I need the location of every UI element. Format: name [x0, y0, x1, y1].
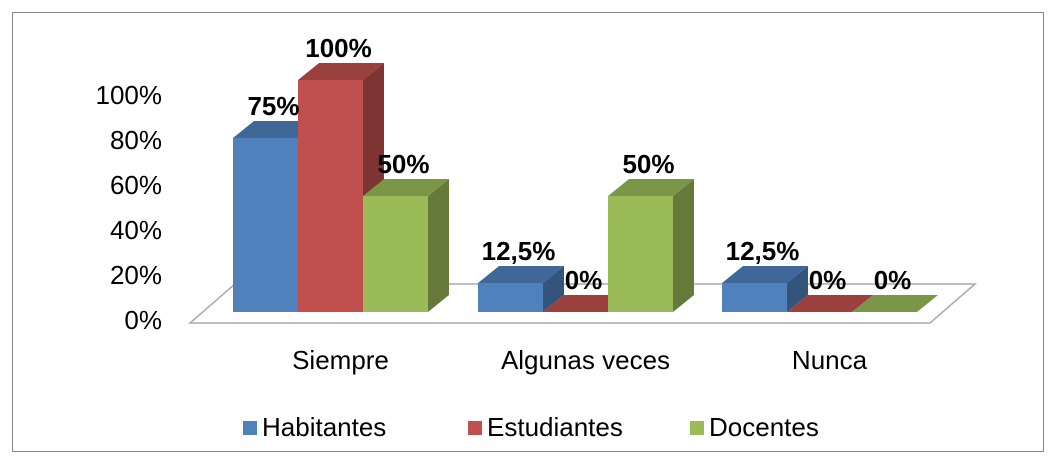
bar [722, 266, 808, 312]
legend-label: Docentes [709, 412, 819, 442]
bar-top [363, 179, 449, 196]
x-tick-label: Nunca [792, 345, 868, 375]
bar [608, 179, 694, 312]
bar-front [722, 283, 787, 312]
legend-swatch [243, 421, 257, 435]
x-tick-label: Algunas veces [501, 345, 670, 375]
bar-top [478, 266, 564, 283]
y-tick-label: 60% [110, 170, 162, 200]
y-tick-label: 0% [124, 305, 162, 335]
bar-front [363, 196, 428, 312]
bar-side [673, 179, 694, 312]
bar-top [298, 63, 384, 80]
legend-swatch [468, 421, 482, 435]
bar-front [478, 283, 543, 312]
value-label: 0% [565, 265, 603, 295]
bar [543, 295, 629, 312]
chart-border [12, 12, 1044, 452]
bar [363, 179, 449, 312]
value-label: 100% [305, 33, 372, 63]
floor [187, 283, 978, 324]
bar-side [543, 266, 564, 312]
y-tick-label: 80% [110, 125, 162, 155]
bar-front [298, 80, 363, 312]
bar-top [608, 179, 694, 196]
bar [478, 266, 564, 312]
bar-top [787, 295, 873, 312]
value-label: 75% [247, 91, 299, 121]
value-label: 0% [874, 265, 912, 295]
y-tick-label: 40% [110, 215, 162, 245]
legend-label: Habitantes [262, 412, 386, 442]
bar-side [428, 179, 449, 312]
bar-top [543, 295, 629, 312]
y-tick-label: 100% [96, 80, 163, 110]
bar-top [233, 121, 319, 138]
value-label: 50% [622, 149, 674, 179]
value-label: 50% [377, 149, 429, 179]
bar [787, 295, 873, 312]
legend-swatch [690, 421, 704, 435]
bar [852, 295, 938, 312]
bar-top [852, 295, 938, 312]
value-label: 0% [809, 265, 847, 295]
x-tick-label: Siempre [292, 345, 389, 375]
bar-front [608, 196, 673, 312]
bar-front [233, 138, 298, 312]
bar-side [787, 266, 808, 312]
bar-top [722, 266, 808, 283]
value-label: 12,5% [482, 236, 556, 266]
legend-label: Estudiantes [487, 412, 623, 442]
y-tick-label: 20% [110, 260, 162, 290]
value-label: 12,5% [726, 236, 800, 266]
